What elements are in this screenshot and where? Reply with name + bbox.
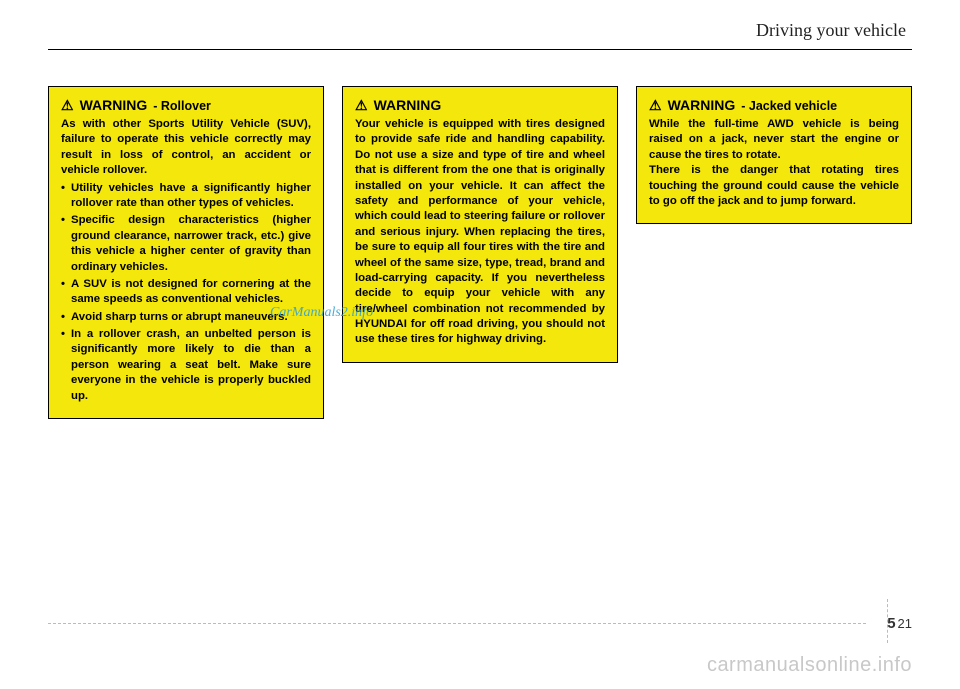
list-item: Specific design characteristics (higher … xyxy=(61,213,311,275)
warning-body: As with other Sports Utility Vehicle (SU… xyxy=(61,117,311,404)
warning-sublabel: - Jacked vehicle xyxy=(741,99,837,113)
list-item: In a rollover crash, an unbelted person … xyxy=(61,327,311,404)
list-item: Utility vehicles have a significantly hi… xyxy=(61,181,311,212)
list-item: Avoid sharp turns or abrupt maneuvers. xyxy=(61,310,311,325)
warning-bullets: Utility vehicles have a significantly hi… xyxy=(61,181,311,404)
warning-label: WARNING xyxy=(668,97,736,113)
warning-body: Your vehicle is equipped with tires desi… xyxy=(355,117,605,348)
warning-label: WARNING xyxy=(374,97,442,113)
warning-sublabel: - Rollover xyxy=(153,99,211,113)
warning-intro: As with other Sports Utility Vehicle (SU… xyxy=(61,117,311,179)
page-number: 521 xyxy=(887,615,912,632)
warning-box-rollover: ⚠ WARNING - Rollover As with other Sport… xyxy=(48,86,324,419)
warning-icon: ⚠ xyxy=(649,98,662,112)
warning-intro: Your vehicle is equipped with tires desi… xyxy=(355,117,605,348)
warning-title: ⚠ WARNING - Jacked vehicle xyxy=(649,97,899,113)
watermark-bottom: carmanualsonline.info xyxy=(707,654,912,677)
page-in-chapter: 21 xyxy=(898,616,912,631)
dashed-horizontal xyxy=(48,623,866,624)
warning-box-tires: ⚠ WARNING Your vehicle is equipped with … xyxy=(342,86,618,363)
warning-icon: ⚠ xyxy=(61,98,74,112)
footer: 521 xyxy=(48,609,912,639)
warning-label: WARNING xyxy=(80,97,148,113)
warning-intro: While the full-time AWD vehicle is being… xyxy=(649,117,899,209)
warning-box-jacked: ⚠ WARNING - Jacked vehicle While the ful… xyxy=(636,86,912,224)
warning-body: While the full-time AWD vehicle is being… xyxy=(649,117,899,209)
warning-title: ⚠ WARNING - Rollover xyxy=(61,97,311,113)
content-columns: ⚠ WARNING - Rollover As with other Sport… xyxy=(48,86,912,419)
list-item: A SUV is not designed for cornering at t… xyxy=(61,277,311,308)
section-header: Driving your vehicle xyxy=(48,20,912,50)
section-title: Driving your vehicle xyxy=(756,20,906,40)
chapter-number: 5 xyxy=(887,615,895,632)
warning-icon: ⚠ xyxy=(355,98,368,112)
manual-page: Driving your vehicle ⚠ WARNING - Rollove… xyxy=(48,20,912,630)
warning-title: ⚠ WARNING xyxy=(355,97,605,113)
